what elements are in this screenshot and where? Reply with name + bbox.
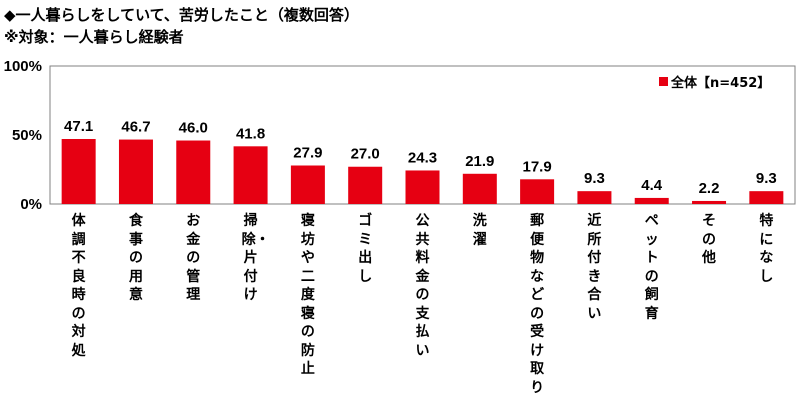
bar: [462, 173, 497, 204]
bar: [577, 191, 612, 204]
bar: [290, 165, 325, 204]
bar: [118, 139, 153, 204]
category-label: 郵便物などの受け取り: [530, 213, 545, 396]
bar: [520, 179, 555, 204]
data-label: 46.7: [121, 119, 150, 136]
category-label: 体調不良時の対処: [71, 213, 86, 359]
legend-label: 全体【n=452】: [670, 75, 770, 91]
data-label: 24.3: [408, 149, 437, 166]
legend-swatch: [659, 77, 668, 86]
data-label: 9.3: [584, 170, 605, 187]
bar: [233, 146, 268, 204]
category-label: 公共料金の支払い: [415, 213, 430, 359]
data-label: 46.0: [179, 120, 208, 137]
y-tick-label: 100%: [4, 58, 42, 75]
data-label: 27.0: [351, 146, 380, 163]
category-label: 食事の用意: [128, 213, 143, 303]
bar: [692, 200, 727, 204]
bar: [348, 166, 383, 204]
category-label: 近所付き合い: [587, 213, 602, 322]
bar: [634, 197, 669, 204]
bar: [176, 140, 211, 204]
data-label: 27.9: [293, 144, 322, 161]
chart-subtitle: ※対象：一人暮らし経験者: [4, 28, 184, 46]
data-label: 21.9: [465, 153, 494, 170]
data-label: 47.1: [64, 118, 93, 135]
data-label: 41.8: [236, 125, 265, 142]
y-tick-label: 50%: [12, 127, 42, 144]
category-label: 特になし: [759, 213, 774, 285]
data-label: 4.4: [641, 177, 663, 194]
category-label: 寝坊や二度寝の防止: [300, 213, 315, 377]
bar: [61, 139, 96, 204]
category-label: その他: [702, 213, 717, 266]
y-tick-label: 0%: [20, 196, 42, 213]
category-label: 掃除・片付け: [241, 213, 270, 303]
chart-title: ◆一人暮らしをしていて、苦労したこと（複数回答）: [4, 6, 359, 24]
category-label: ゴミ出し: [358, 213, 373, 285]
data-label: 9.3: [756, 170, 777, 187]
category-label: 洗濯: [472, 213, 487, 248]
category-label: お金の管理: [186, 213, 201, 303]
category-label: ペットの飼育: [644, 213, 659, 322]
bar: [405, 170, 440, 204]
data-label: 17.9: [523, 158, 552, 175]
data-label: 2.2: [699, 180, 720, 197]
bar: [749, 191, 784, 204]
